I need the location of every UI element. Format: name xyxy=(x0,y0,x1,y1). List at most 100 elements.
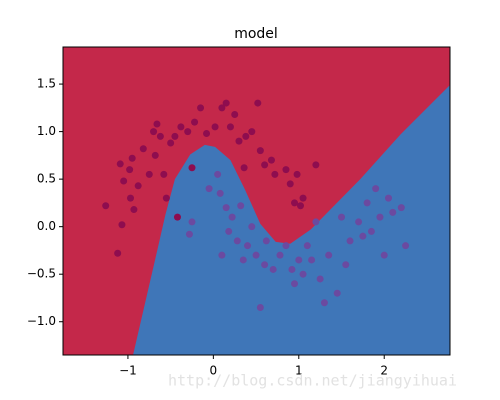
data-point xyxy=(188,218,196,226)
chart-title: model xyxy=(234,26,278,42)
data-point xyxy=(291,199,299,207)
data-point xyxy=(384,194,392,202)
data-point xyxy=(286,180,294,188)
data-point xyxy=(355,218,363,226)
data-point xyxy=(145,170,153,178)
data-point xyxy=(211,123,219,131)
data-point xyxy=(256,147,264,155)
data-point xyxy=(271,170,279,178)
data-point xyxy=(261,161,269,169)
data-point xyxy=(299,194,307,202)
data-point xyxy=(128,154,136,162)
data-point xyxy=(299,270,307,278)
watermark: http://blog.csdn.net/jiangyihuai xyxy=(168,372,457,390)
data-point xyxy=(184,128,192,136)
data-point xyxy=(216,189,224,197)
data-point xyxy=(222,204,230,212)
data-point xyxy=(185,230,193,238)
data-point xyxy=(312,218,320,226)
data-point xyxy=(308,256,316,264)
data-point xyxy=(254,99,262,107)
y-tick-label: 1.0 xyxy=(37,124,56,138)
data-point xyxy=(203,130,211,138)
data-point xyxy=(338,213,346,221)
data-point xyxy=(372,185,380,193)
data-point xyxy=(160,170,168,178)
data-point xyxy=(346,237,354,245)
decision-region xyxy=(133,85,450,355)
axes-frame xyxy=(62,46,451,356)
data-point xyxy=(139,145,147,153)
data-point xyxy=(288,265,296,273)
data-point xyxy=(312,161,320,169)
data-point xyxy=(389,208,397,216)
data-point xyxy=(359,232,367,240)
data-point xyxy=(126,166,134,174)
data-point xyxy=(367,227,375,235)
data-point xyxy=(252,251,260,259)
data-point xyxy=(151,151,159,159)
data-point xyxy=(120,177,128,185)
data-point xyxy=(262,237,270,245)
data-point xyxy=(191,118,199,126)
data-point xyxy=(237,202,245,210)
data-point xyxy=(291,280,299,288)
data-point xyxy=(233,237,241,245)
data-point xyxy=(218,104,226,112)
data-point xyxy=(402,242,410,250)
data-point xyxy=(226,123,234,131)
data-point xyxy=(188,164,196,172)
data-point xyxy=(316,275,324,283)
y-tick-label: −0.5 xyxy=(27,267,56,281)
data-point xyxy=(222,99,230,107)
x-tick-label: 0 xyxy=(210,364,218,378)
y-tick-label: 0.0 xyxy=(37,219,56,233)
data-point xyxy=(116,160,124,168)
data-point xyxy=(363,199,371,207)
data-point xyxy=(218,251,226,259)
data-point xyxy=(235,137,243,145)
data-point xyxy=(256,303,264,311)
data-point xyxy=(167,139,175,147)
data-point xyxy=(231,110,239,118)
data-point xyxy=(162,194,170,202)
data-point xyxy=(397,204,405,212)
data-point xyxy=(269,265,277,273)
data-point xyxy=(325,251,333,259)
data-point xyxy=(156,132,164,140)
data-point xyxy=(126,194,134,202)
data-point xyxy=(150,128,158,136)
data-point xyxy=(114,249,122,257)
data-point xyxy=(376,213,384,221)
data-point xyxy=(244,242,252,250)
data-point xyxy=(261,261,269,269)
data-point xyxy=(240,164,248,172)
data-point xyxy=(171,132,179,140)
data-point xyxy=(239,256,247,264)
data-point xyxy=(282,242,290,250)
data-point xyxy=(296,202,304,210)
data-point xyxy=(177,123,185,131)
data-point xyxy=(242,132,250,140)
x-tick-label: 2 xyxy=(380,364,388,378)
data-point xyxy=(320,299,328,307)
data-point xyxy=(380,251,388,259)
data-point xyxy=(342,261,350,269)
data-point xyxy=(134,182,142,190)
data-point xyxy=(173,213,181,221)
data-point xyxy=(228,213,236,221)
data-point xyxy=(225,227,233,235)
data-point xyxy=(333,289,341,297)
data-point xyxy=(267,156,275,164)
y-tick-label: 1.5 xyxy=(37,77,56,91)
x-tick-label: 1 xyxy=(295,364,303,378)
y-tick-label: −1.0 xyxy=(27,314,56,328)
data-point xyxy=(303,242,311,250)
data-point xyxy=(205,185,213,193)
data-point xyxy=(248,128,256,136)
y-tick-label: 0.5 xyxy=(37,172,56,186)
data-point xyxy=(282,166,290,174)
data-point xyxy=(248,223,256,231)
x-tick-label: −1 xyxy=(119,364,137,378)
